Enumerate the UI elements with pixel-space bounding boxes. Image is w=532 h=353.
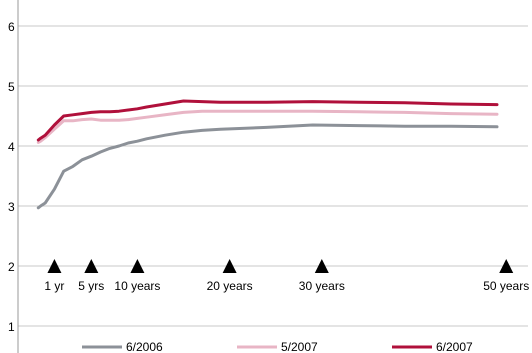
maturity-label-6: 50 years bbox=[483, 279, 529, 293]
y-tick-label-2: 2 bbox=[8, 260, 15, 274]
y-tick-label-1: 1 bbox=[8, 320, 15, 334]
series-lines bbox=[36, 99, 499, 210]
legend: 6/2006 5/2007 6/2007 bbox=[82, 340, 473, 353]
maturity-markers: 1 yr 5 yrs 10 years 20 years 30 years 50 year… bbox=[44, 259, 529, 293]
legend-label-3: 6/2007 bbox=[436, 340, 473, 353]
legend-label-2: 5/2007 bbox=[281, 340, 318, 353]
y-tick-label-3: 3 bbox=[8, 200, 15, 214]
maturity-label-4: 20 years bbox=[207, 279, 253, 293]
y-tick-label-4: 4 bbox=[8, 140, 15, 154]
maturity-marker-4 bbox=[222, 259, 237, 273]
maturity-label-1: 1 yr bbox=[44, 279, 64, 293]
series-line-3 bbox=[36, 99, 499, 142]
gridlines bbox=[18, 25, 528, 327]
legend-label-1: 6/2006 bbox=[126, 340, 163, 353]
maturity-marker-2 bbox=[84, 259, 99, 273]
maturity-label-2: 5 yrs bbox=[78, 279, 104, 293]
maturity-marker-5 bbox=[314, 259, 329, 273]
series-line-1 bbox=[36, 123, 499, 210]
maturity-marker-3 bbox=[130, 259, 145, 273]
maturity-marker-6 bbox=[499, 259, 514, 273]
series-line-2 bbox=[36, 109, 499, 144]
maturity-label-5: 30 years bbox=[299, 279, 345, 293]
maturity-label-3: 10 years bbox=[114, 279, 160, 293]
y-tick-label-6: 6 bbox=[8, 20, 15, 34]
maturity-marker-1 bbox=[47, 259, 62, 273]
y-tick-labels: 1 2 3 4 5 6 bbox=[8, 20, 15, 334]
y-tick-label-5: 5 bbox=[8, 80, 15, 94]
